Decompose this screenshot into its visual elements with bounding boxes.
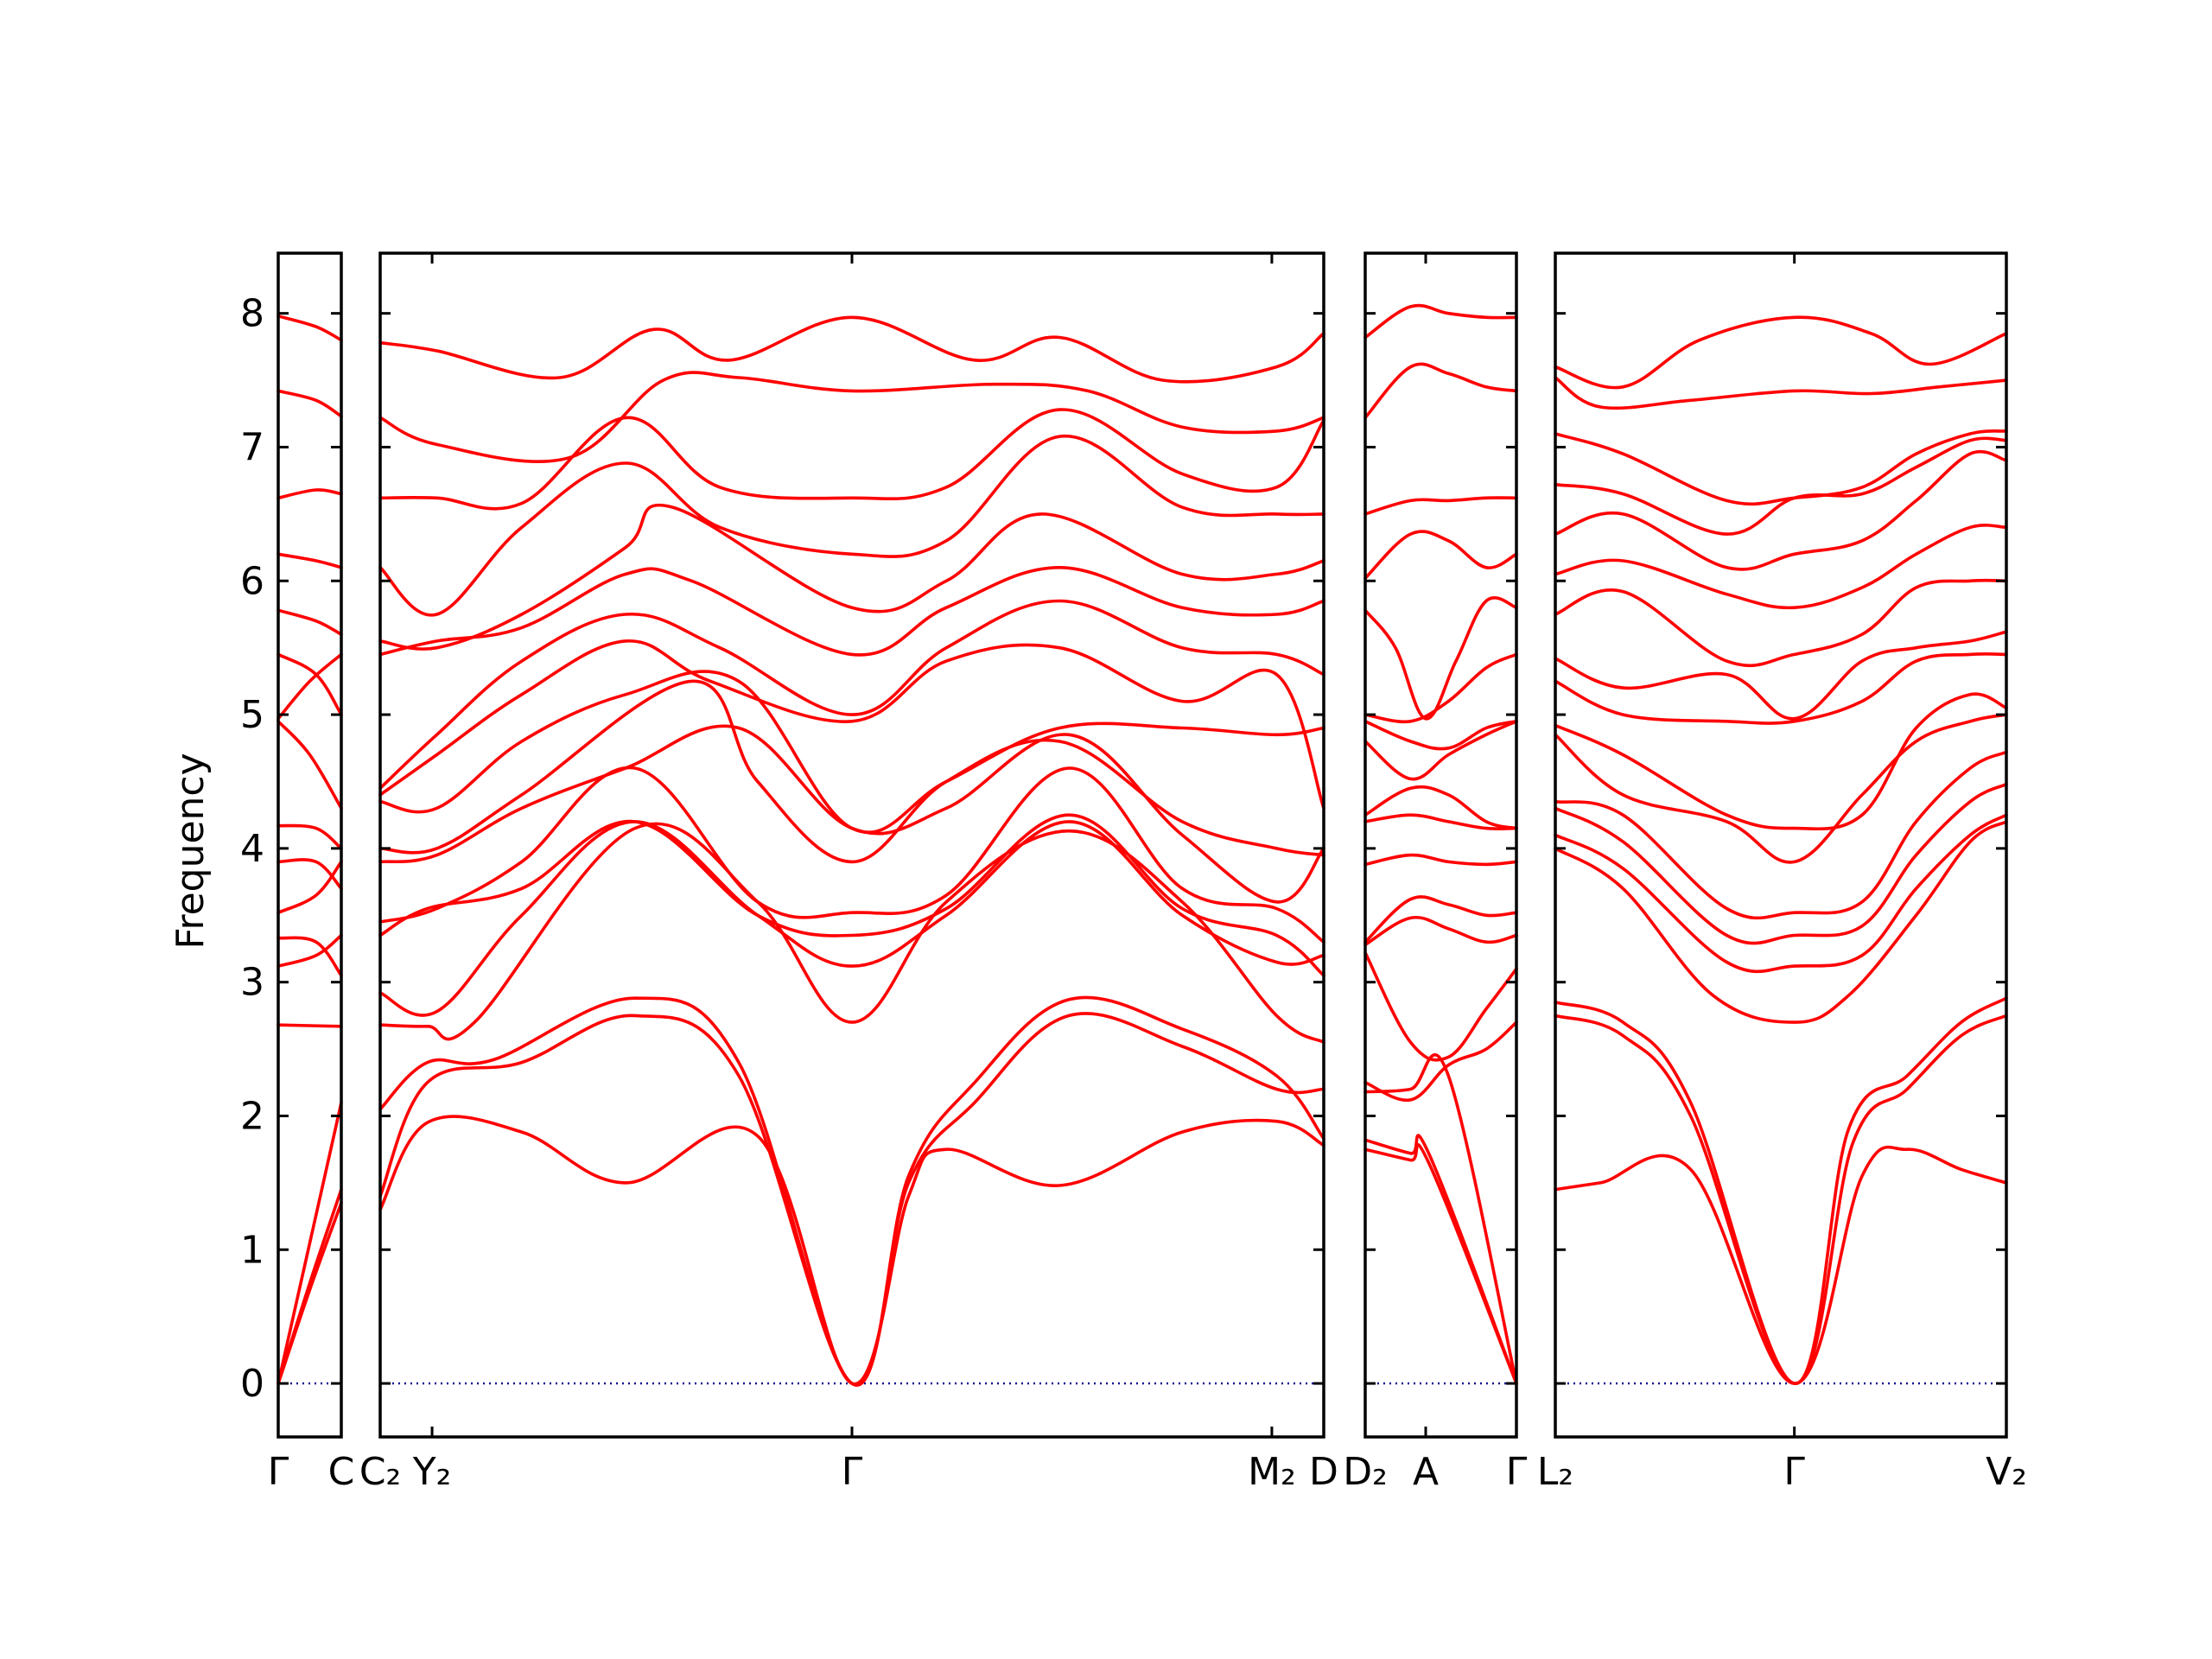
- band-panel-4: L₂ Γ V₂: [1537, 251, 2027, 1494]
- phonon-band: [378, 599, 1325, 790]
- phonon-band: [276, 608, 343, 636]
- x-tick-label: C₂: [359, 1450, 401, 1494]
- x-tick-label: M₂: [1248, 1450, 1296, 1494]
- phonon-band: [378, 503, 1325, 651]
- phonon-band: [378, 315, 1325, 384]
- phonon-band: [1363, 853, 1518, 867]
- phonon-band: [276, 652, 343, 721]
- phonon-band: [378, 1115, 1325, 1386]
- panels: Γ C C₂ Y₂ Γ M₂ D D₂ A Γ L₂ Γ V₂: [268, 251, 2027, 1494]
- phonon-band: [1554, 376, 2008, 410]
- phonon-band: [1363, 530, 1518, 580]
- y-tick-label: 6: [240, 559, 264, 603]
- x-tick-label: C: [328, 1450, 355, 1494]
- phonon-band: [378, 371, 1325, 464]
- phonon-band: [378, 408, 1325, 511]
- phonon-band: [378, 679, 1325, 864]
- phonon-band: [1554, 713, 2008, 864]
- phonon-band: [1554, 524, 2008, 610]
- phonon-band: [276, 823, 343, 850]
- phonon-band: [378, 813, 1325, 977]
- phonon-band: [1363, 496, 1518, 516]
- phonon-band: [378, 766, 1325, 944]
- band-panel-3: D₂ A Γ: [1343, 251, 1528, 1494]
- x-tick-label: V₂: [1986, 1450, 2027, 1494]
- phonon-band: [378, 670, 1325, 835]
- phonon-band: [1363, 652, 1518, 724]
- y-tick-label: 3: [240, 961, 264, 1005]
- phonon-band: [276, 1201, 343, 1385]
- y-tick-label: 1: [240, 1228, 264, 1272]
- phonon-band: [1554, 449, 2008, 571]
- phonon-band: [1363, 596, 1518, 721]
- panel-frame: [1363, 251, 1518, 1439]
- x-tick-label: Γ: [268, 1450, 289, 1494]
- phonon-band: [1554, 652, 2008, 725]
- y-axis-title: Frequency: [168, 753, 213, 949]
- phonon-band: [1554, 996, 2008, 1385]
- y-tick-label: 2: [240, 1094, 264, 1138]
- x-tick-label: L₂: [1537, 1450, 1573, 1494]
- phonon-band: [1363, 785, 1518, 830]
- x-tick-label: Γ: [1506, 1450, 1528, 1494]
- phonon-band: [1363, 950, 1518, 1062]
- phonon-band: [1363, 895, 1518, 944]
- phonon-band: [1363, 1143, 1518, 1385]
- y-tick-label: 7: [240, 425, 264, 469]
- phonon-band: [276, 1101, 343, 1385]
- x-tick-label: Γ: [842, 1450, 863, 1494]
- phonon-band: [1554, 820, 2008, 1024]
- x-tick-label: A: [1413, 1450, 1439, 1494]
- x-tick-label: D: [1309, 1450, 1338, 1494]
- panel-frame: [1554, 251, 2008, 1439]
- phonon-band: [276, 1023, 343, 1028]
- phonon-band: [276, 720, 343, 810]
- phonon-band: [276, 858, 343, 891]
- phonon-band: [276, 860, 343, 914]
- phonon-band: [1554, 429, 2008, 506]
- x-tick-label: D₂: [1343, 1450, 1388, 1494]
- phonon-band: [1554, 813, 2008, 974]
- phonon-band: [378, 995, 1325, 1387]
- phonon-band: [378, 639, 1325, 810]
- phonon-band: [1554, 315, 2008, 390]
- x-tick-label: Γ: [1783, 1450, 1805, 1494]
- phonon-band: [378, 566, 1325, 657]
- phonon-band: [378, 434, 1325, 617]
- phonon-band: [1554, 578, 2008, 668]
- phonon-band: [276, 389, 343, 418]
- phonon-band: [1554, 630, 2008, 721]
- phonon-band: [276, 933, 343, 968]
- phonon-band: [1363, 813, 1518, 831]
- phonon-band: [276, 552, 343, 569]
- band-panel-2: C₂ Y₂ Γ M₂ D: [359, 251, 1338, 1494]
- phonon-band: [378, 822, 1325, 1045]
- phonon-band: [1363, 1052, 1518, 1385]
- phonon-band: [1554, 750, 2008, 920]
- panel-frame: [276, 251, 343, 1439]
- y-tick-label: 4: [240, 827, 264, 871]
- phonon-band: [1554, 692, 2008, 831]
- y-tick-label: 8: [240, 292, 264, 336]
- y-tick-label: 5: [240, 693, 264, 737]
- phonon-band: [1363, 720, 1518, 781]
- y-tick-label: 0: [240, 1362, 264, 1406]
- phonon-band: [1363, 303, 1518, 340]
- x-tick-label: Y₂: [412, 1450, 452, 1494]
- phonon-band: [1363, 720, 1518, 751]
- phonon-band: [378, 820, 1325, 1017]
- phonon-band: [276, 315, 343, 342]
- phonon-band: [1554, 782, 2008, 945]
- phonon-band: [1363, 362, 1518, 420]
- phonon-band: [1363, 915, 1518, 947]
- phonon-band: [1363, 1020, 1518, 1103]
- phonon-band: [276, 936, 343, 977]
- phonon-band: [276, 488, 343, 500]
- y-tick-labels: 0 1 2 3 4 5 6 7 8: [240, 292, 264, 1406]
